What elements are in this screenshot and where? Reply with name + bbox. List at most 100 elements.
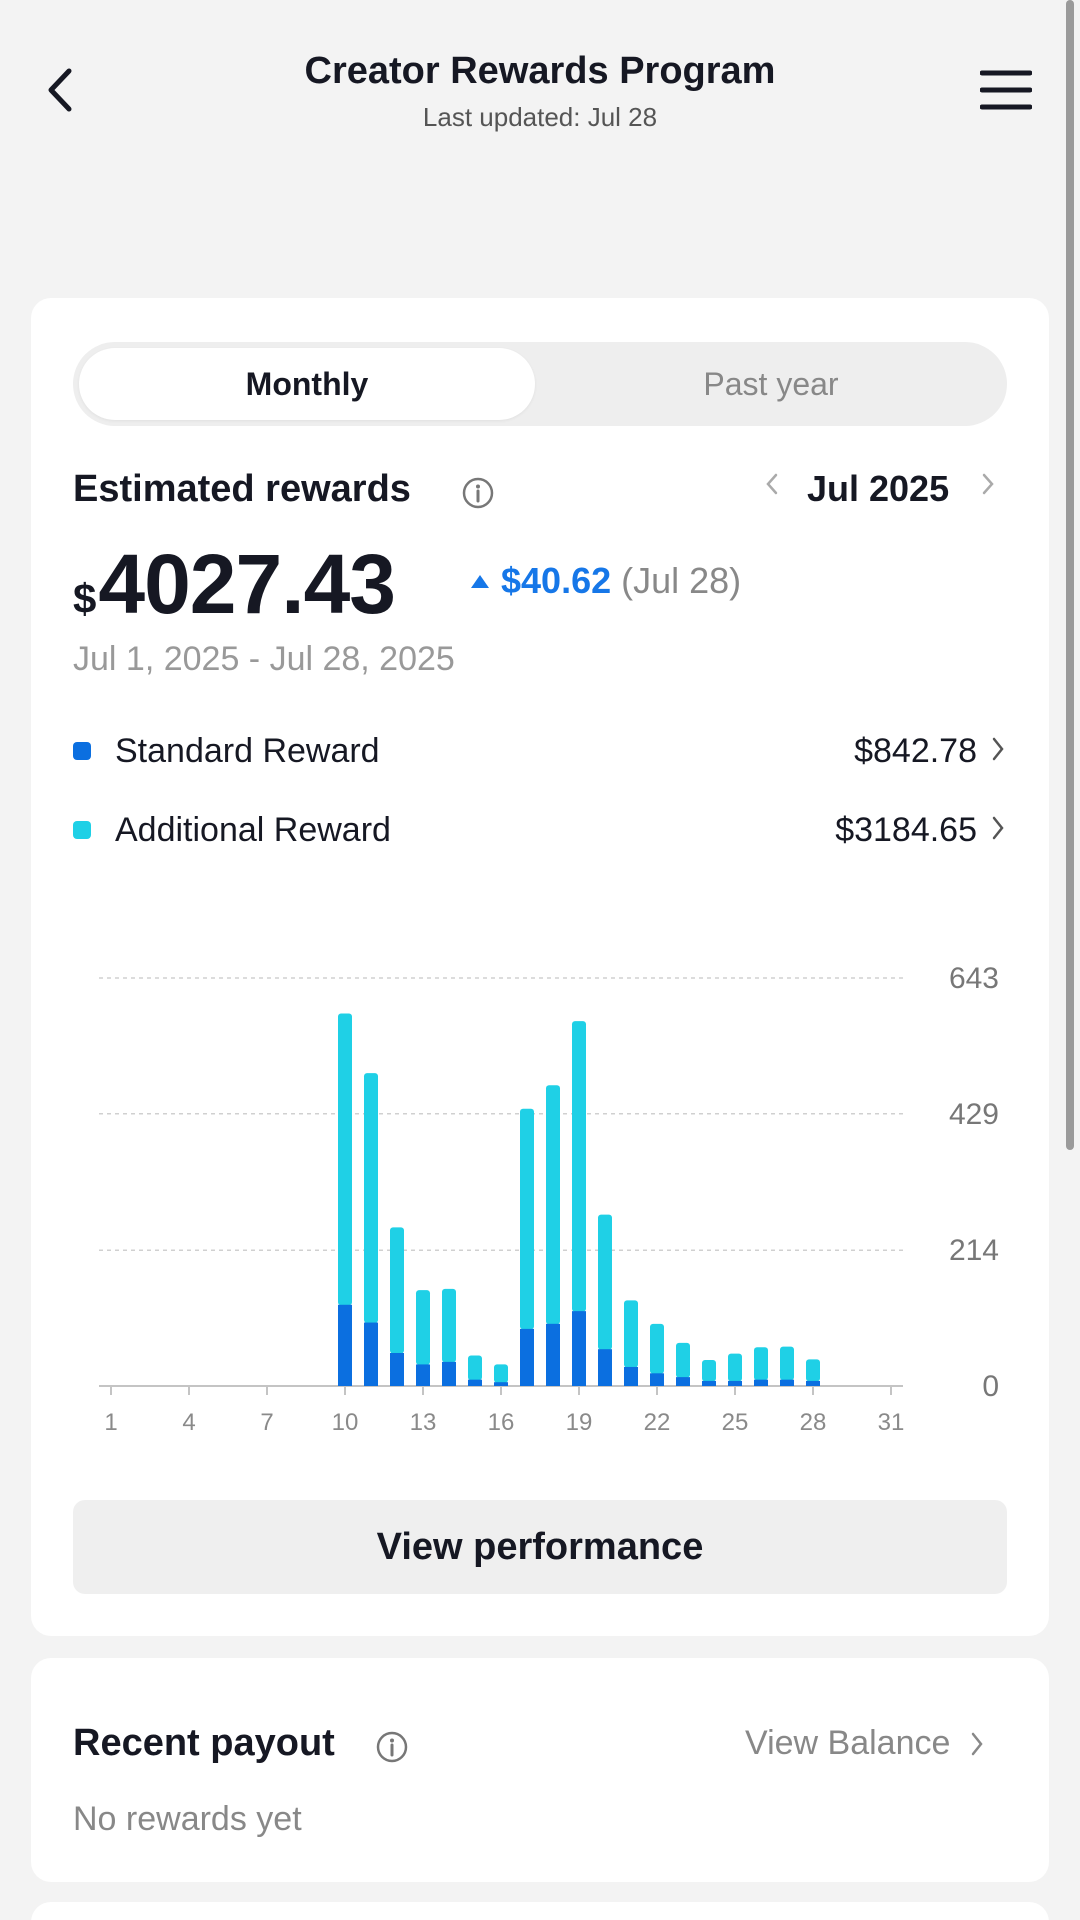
x-tick-label: 16 <box>488 1409 515 1436</box>
standard-reward-row[interactable]: Standard Reward $842.78 <box>73 721 1005 781</box>
previous-month-button[interactable] <box>765 470 779 504</box>
bar-additional-reward <box>780 1346 794 1381</box>
bar-standard-reward <box>520 1328 534 1386</box>
last-updated: Last updated: Jul 28 <box>422 102 658 132</box>
info-icon[interactable] <box>375 1730 409 1764</box>
scrollbar[interactable] <box>1066 0 1074 1150</box>
period-toggle: Monthly Past year <box>73 342 1007 426</box>
bar-additional-reward <box>754 1347 768 1381</box>
bar-additional-reward <box>676 1342 690 1378</box>
selected-month: Jul 2025 <box>807 468 950 509</box>
bar-standard-reward <box>754 1379 768 1386</box>
y-tick-label: 429 <box>949 1098 999 1131</box>
y-tick-label: 643 <box>949 962 999 995</box>
bar-additional-reward <box>364 1073 378 1324</box>
tab-monthly[interactable]: Monthly <box>79 348 535 420</box>
x-tick-label: 4 <box>182 1409 195 1436</box>
bar-additional-reward <box>650 1323 664 1374</box>
total-amount: 4027.43 <box>98 537 396 631</box>
additional-reward-row[interactable]: Additional Reward $3184.65 <box>73 800 1005 860</box>
bar-standard-reward <box>572 1311 586 1386</box>
currency-symbol: $ <box>73 575 97 622</box>
bar-standard-reward <box>702 1380 716 1386</box>
bar-standard-reward <box>676 1377 690 1386</box>
view-performance-button[interactable]: View performance <box>73 1500 1007 1594</box>
bar-additional-reward <box>702 1359 716 1382</box>
daily-change: $40.62 (Jul 28) <box>471 560 741 602</box>
bar-standard-reward <box>546 1323 560 1386</box>
bar-standard-reward <box>494 1382 508 1386</box>
hamburger-menu-icon <box>980 70 1032 110</box>
chevron-right-icon <box>991 733 1005 770</box>
daily-rewards-chart: 643 429 214 0 1 4 7 10 13 16 19 22 25 28 31 <box>99 962 999 1436</box>
page-title: Creator Rewards Program <box>304 50 776 92</box>
standard-reward-value: $842.78 <box>854 731 977 770</box>
view-balance-label: View Balance <box>745 1724 951 1762</box>
info-icon[interactable] <box>461 476 495 510</box>
bar-additional-reward <box>806 1359 820 1382</box>
standard-reward-label: Standard Reward <box>115 731 380 770</box>
menu-button[interactable] <box>978 66 1034 114</box>
x-tick-label: 31 <box>878 1409 905 1436</box>
top-bar: Creator Rewards Program Last updated: Ju… <box>0 0 1080 150</box>
chevron-right-icon <box>982 473 994 495</box>
bar-standard-reward <box>806 1380 820 1386</box>
bar-additional-reward <box>546 1085 560 1325</box>
bar-standard-reward <box>468 1379 482 1386</box>
bar-additional-reward <box>572 1021 586 1312</box>
bar-additional-reward <box>390 1227 404 1354</box>
daily-change-value: $40.62 <box>501 560 612 601</box>
bar-standard-reward <box>598 1349 612 1386</box>
additional-reward-label: Additional Reward <box>115 810 391 849</box>
x-tick-label: 22 <box>644 1409 671 1436</box>
additional-reward-value: $3184.65 <box>835 810 977 849</box>
recent-payout-card: Recent payout View Balance No rewards ye… <box>31 1658 1049 1882</box>
x-tick-label: 13 <box>410 1409 437 1436</box>
bar-additional-reward <box>728 1353 742 1382</box>
bar-standard-reward <box>442 1361 456 1386</box>
view-balance-link[interactable]: View Balance <box>745 1724 984 1763</box>
chevron-left-icon <box>766 473 778 495</box>
bar-standard-reward <box>416 1364 430 1386</box>
y-tick-label: 214 <box>949 1234 999 1267</box>
bar-standard-reward <box>390 1353 404 1386</box>
bar-additional-reward <box>494 1364 508 1383</box>
x-tick-label: 28 <box>800 1409 827 1436</box>
daily-change-date: (Jul 28) <box>621 560 742 601</box>
additional-reward-swatch <box>73 821 91 839</box>
recent-payout-title: Recent payout <box>73 1722 335 1764</box>
bar-additional-reward <box>624 1300 638 1368</box>
x-tick-label: 7 <box>260 1409 273 1436</box>
bar-additional-reward <box>598 1214 612 1350</box>
next-month-button[interactable] <box>981 470 995 504</box>
bar-standard-reward <box>624 1366 638 1386</box>
back-button[interactable] <box>38 62 82 118</box>
x-tick-label: 10 <box>332 1409 359 1436</box>
bar-standard-reward <box>364 1322 378 1386</box>
rewards-card: Monthly Past year Estimated rewards Jul … <box>31 298 1049 1636</box>
bar-standard-reward <box>338 1304 352 1386</box>
y-tick-label: 0 <box>982 1370 999 1403</box>
bar-additional-reward <box>442 1288 456 1363</box>
bar-additional-reward <box>468 1355 482 1381</box>
x-tick-label: 19 <box>566 1409 593 1436</box>
standard-reward-swatch <box>73 742 91 760</box>
total-rewards: $ 4027.43 <box>73 536 396 633</box>
bar-additional-reward <box>338 1013 352 1306</box>
bar-additional-reward <box>416 1290 430 1365</box>
date-range: Jul 1, 2025 - Jul 28, 2025 <box>73 640 455 678</box>
x-tick-label: 1 <box>104 1409 117 1436</box>
bar-additional-reward <box>520 1108 534 1330</box>
x-tick-label: 25 <box>722 1409 749 1436</box>
estimated-rewards-title: Estimated rewards <box>73 468 411 510</box>
chevron-right-icon <box>971 1732 983 1756</box>
chevron-left-icon <box>48 68 72 112</box>
bar-standard-reward <box>728 1380 742 1386</box>
chevron-right-icon <box>991 812 1005 849</box>
bar-standard-reward <box>650 1373 664 1386</box>
no-rewards-text: No rewards yet <box>73 1800 302 1838</box>
arrow-up-icon <box>471 574 489 588</box>
tab-past-year[interactable]: Past year <box>703 365 839 402</box>
next-card <box>31 1902 1049 1920</box>
bar-standard-reward <box>780 1379 794 1386</box>
